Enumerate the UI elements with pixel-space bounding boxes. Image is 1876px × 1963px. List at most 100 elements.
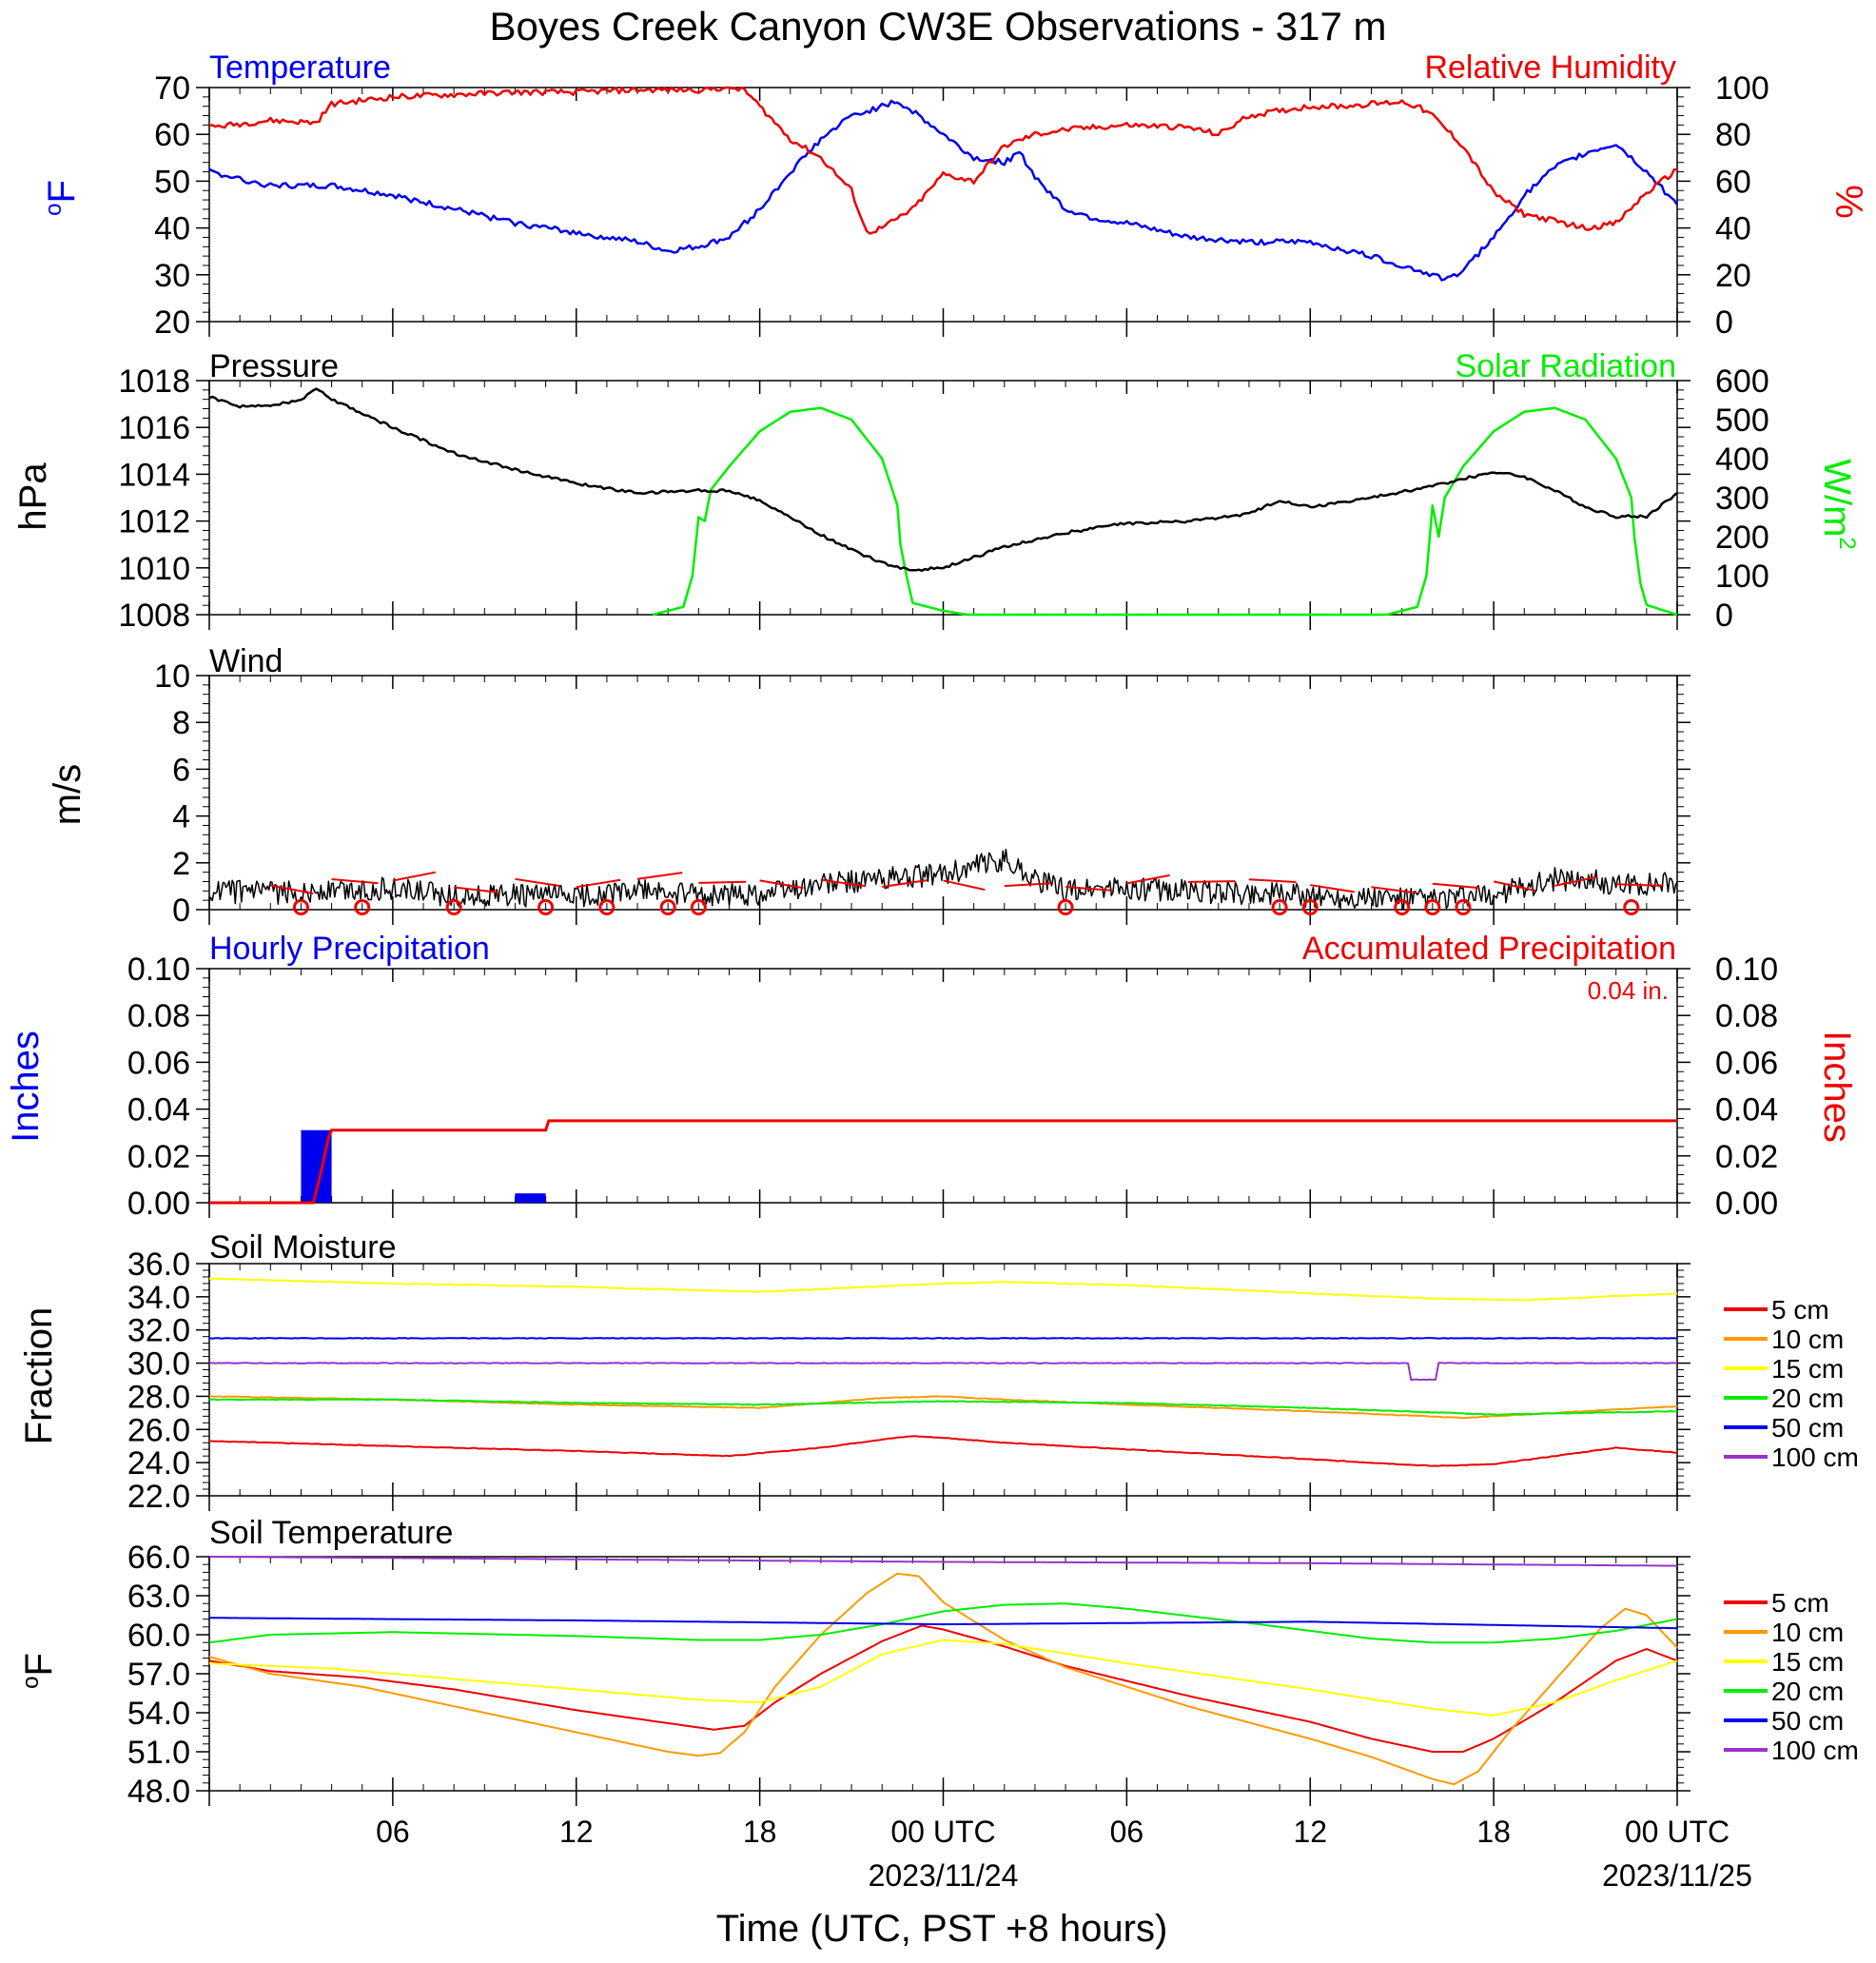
y-tick-label-left: 51.0 [127,1735,190,1771]
panel-frame [208,675,1678,911]
panel-frame [208,1556,1678,1792]
x-axis-title: Time (UTC, PST +8 hours) [716,1908,1168,1950]
wind-barb [1554,875,1597,887]
y-tick-label-right: 20 [1715,258,1751,294]
wind-barb [636,872,683,880]
x-tick-label: 00 UTC [890,1815,995,1849]
precip-right-unit: Inches [1816,1031,1858,1143]
soil-moisture-title: Soil Moisture [209,1229,397,1266]
panel-frame [208,87,1678,323]
y-tick-label-left: 0 [172,893,190,929]
legend-label: 20 cm [1771,1384,1844,1413]
y-tick-label-left: 34.0 [127,1280,190,1316]
wind-barb [1126,874,1170,885]
calm-wind-marker [1455,899,1472,916]
accumulated-precip-line [209,1119,1677,1205]
y-tick-label-left: 20 [154,304,190,341]
y-tick-label-left: 54.0 [127,1696,190,1732]
legend-label: 20 cm [1771,1677,1844,1706]
soil-temp-10cm-line [208,1572,1678,1786]
y-tick-label-left: 1012 [118,504,190,540]
soil-temp-100cm-line [209,1556,1678,1567]
y-tick-label-left: 57.0 [127,1657,190,1693]
y-tick-label-right: 0.10 [1715,952,1778,988]
y-tick-label-left: 6 [172,752,190,788]
y-tick-label-left: 1016 [118,410,190,446]
y-tick-label-left: 30.0 [127,1346,190,1383]
legend-label: 50 cm [1771,1413,1844,1443]
y-tick-label-left: 32.0 [127,1313,190,1349]
soil-temp-15cm-line [208,1639,1678,1717]
legend-label: 10 cm [1771,1618,1844,1647]
y-tick-label-right: 0.04 [1715,1092,1778,1129]
calm-wind-marker [1057,899,1074,916]
panel-frame [208,968,1678,1204]
x-tick-label: 06 [1110,1815,1144,1849]
rh-line [208,86,1678,235]
y-tick-label-left: 70 [154,70,190,107]
calm-wind-marker [537,899,555,916]
y-tick-label-left: 0.00 [127,1186,190,1222]
soil-temp-50cm-line [208,1617,1678,1630]
y-tick-label-left: 0.08 [127,998,190,1034]
y-tick-label-left: 28.0 [127,1379,190,1415]
x-tick-label: 12 [1293,1815,1327,1849]
soil-temp-title: Soil Temperature [209,1515,453,1551]
y-tick-label-right: 0.08 [1715,998,1778,1034]
rh-unit: % [1827,185,1869,219]
y-tick-label-right: 600 [1715,363,1769,400]
soil-moisture-unit: Fraction [18,1307,60,1445]
y-tick-label-right: 0 [1715,304,1733,341]
soil-temp-unit: oF [18,1653,60,1689]
y-tick-label-left: 22.0 [127,1479,190,1515]
solar-unit: W/m2 [1816,459,1860,550]
chart-title: Boyes Creek Canyon CW3E Observations - 3… [489,4,1386,49]
y-tick-label-right: 0.02 [1715,1139,1778,1175]
wind-barb [1310,884,1355,893]
wind-barb [882,879,928,889]
x-date-label: 2023/11/24 [869,1858,1019,1893]
soil-moisture-50cm-line [208,1337,1677,1340]
wind-barb [1248,878,1297,884]
y-tick-label-left: 66.0 [127,1540,190,1576]
temperature-line [208,99,1679,282]
legend-label: 5 cm [1771,1588,1829,1618]
soil-moisture-15cm-line [209,1277,1678,1302]
wind-barb [1065,886,1113,892]
wind-barb [1615,883,1664,887]
calm-wind-marker [1271,899,1288,916]
y-tick-label-right: 40 [1715,211,1751,247]
solar-radiation-line [652,406,1678,617]
calm-wind-marker [292,899,309,916]
wind-barb [1432,882,1479,890]
soil-moisture-5cm-line [208,1435,1678,1467]
wind-barb [820,878,867,888]
y-tick-label-left: 36.0 [127,1247,190,1283]
y-tick-label-left: 2 [172,846,190,882]
wind-barb [1371,886,1417,894]
y-tick-label-right: 400 [1715,442,1769,478]
wind-title: Wind [209,643,283,679]
y-tick-label-left: 50 [154,164,190,200]
wind-barb [1187,880,1236,883]
legend-label: 5 cm [1771,1295,1829,1325]
calm-wind-marker [1301,899,1319,916]
y-tick-label-right: 100 [1715,70,1769,107]
temperature-title: Temperature [209,49,391,86]
pressure-title: Pressure [209,348,339,384]
precip-bar [515,1193,546,1203]
y-tick-label-left: 0.06 [127,1045,190,1081]
y-tick-label-left: 30 [154,258,190,294]
calm-wind-marker [445,899,462,916]
soil-temp-20cm-line [208,1602,1678,1644]
legend-label: 15 cm [1771,1354,1844,1384]
wind-barb [515,877,560,887]
y-tick-label-left: 0.10 [127,952,190,988]
y-tick-label-left: 1008 [118,598,190,634]
x-tick-label: 18 [743,1815,777,1849]
y-tick-label-left: 40 [154,211,190,247]
precip-total-label: 0.04 in. [1588,976,1669,1005]
calm-wind-marker [1623,899,1640,916]
